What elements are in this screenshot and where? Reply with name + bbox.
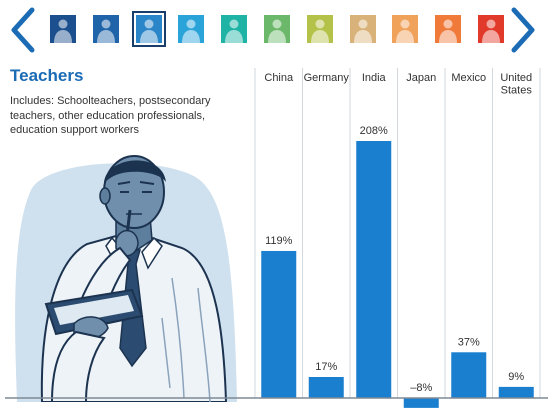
data-label: 17%	[315, 361, 337, 373]
data-label: –8%	[410, 382, 432, 394]
category-thumbnail[interactable]	[306, 15, 333, 43]
category-description: Includes: Schoolteachers, postsecondary …	[10, 95, 211, 136]
next-arrow-icon[interactable]	[506, 6, 540, 54]
person-silhouette-icon	[435, 15, 462, 43]
bar	[498, 386, 534, 398]
bar	[403, 398, 439, 408]
category-thumbnail[interactable]	[349, 15, 376, 43]
category-thumbnail[interactable]	[478, 15, 504, 43]
category-label: India	[362, 72, 387, 84]
person-silhouette-icon	[349, 15, 376, 43]
data-label: 9%	[508, 371, 524, 383]
category-label: Germany	[304, 72, 350, 84]
person-silhouette-icon	[50, 15, 76, 43]
person-silhouette-icon	[264, 15, 290, 43]
category-label: Japan	[406, 72, 436, 84]
data-label: 119%	[265, 235, 293, 247]
category-label: China	[264, 72, 294, 84]
category-thumbnail[interactable]	[92, 15, 119, 43]
person-silhouette-icon	[135, 15, 162, 43]
bar	[451, 352, 487, 398]
category-thumbnail[interactable]	[50, 15, 76, 43]
category-label: Mexico	[451, 72, 486, 84]
person-silhouette-icon	[306, 15, 333, 43]
category-thumbnail[interactable]	[264, 15, 290, 43]
category-thumbnail[interactable]	[178, 15, 205, 43]
category-thumbnail[interactable]	[435, 15, 462, 43]
category-label: United States	[500, 72, 532, 97]
teacher-illustration	[12, 148, 242, 403]
category-nav	[0, 0, 552, 60]
bar	[261, 250, 297, 398]
person-silhouette-icon	[92, 15, 119, 43]
bar	[356, 141, 392, 398]
data-label: 37%	[458, 336, 480, 348]
page-title: Teachers	[10, 66, 84, 85]
data-label: 208%	[360, 125, 388, 137]
person-silhouette-icon	[221, 15, 248, 43]
person-silhouette-icon	[478, 15, 504, 43]
bar	[308, 376, 344, 398]
person-silhouette-icon	[178, 15, 205, 43]
category-thumbnail[interactable]	[392, 15, 419, 43]
category-thumbnail[interactable]	[221, 15, 248, 43]
person-silhouette-icon	[392, 15, 419, 43]
category-thumbnail[interactable]	[131, 11, 166, 47]
previous-arrow-icon[interactable]	[6, 6, 40, 54]
